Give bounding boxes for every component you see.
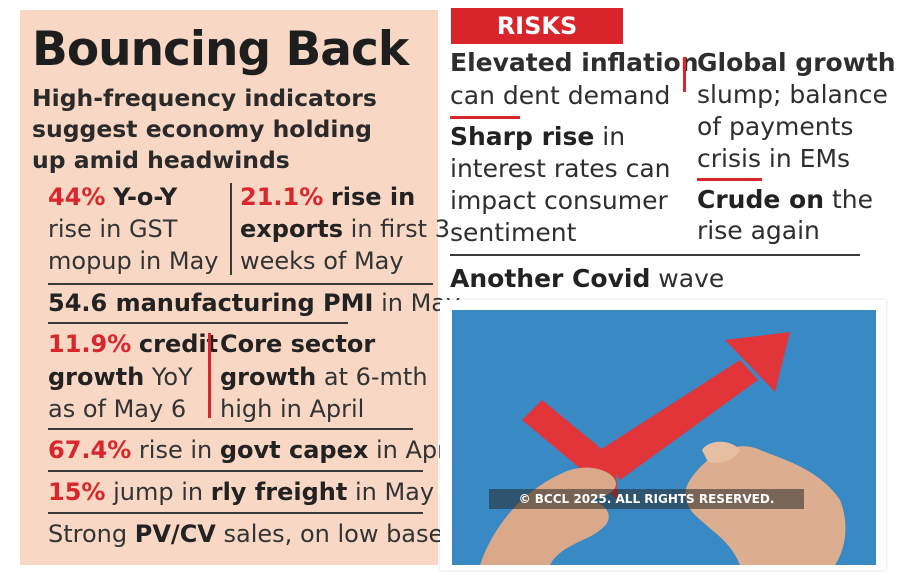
capex-indicator: 67.4% rise in govt capex in Apr [48,434,447,466]
covid-indicator: Another Covid wave [450,263,724,295]
divider-3 [48,428,413,430]
right-thumb [702,441,740,463]
core-growth: growth [220,363,317,391]
gst-line-3: mopup in May [48,247,219,275]
freight-indicator: 15% jump in rly freight in May [48,476,434,508]
freight-mid: jump in [113,478,204,506]
arrow-shaft [600,360,758,480]
core-line-3: high in April [220,395,365,423]
subtitle-line-2: suggest economy holding [32,115,372,143]
arrow-photo [440,300,886,570]
credit-tail: YoY [151,363,193,391]
inflation-label: Elevated inflation [450,48,699,77]
divider-1 [48,283,433,285]
credit-growth: growth [48,363,145,391]
risk-vertical-divider [683,57,686,92]
credit-label: credit [138,330,219,358]
risk-divider-red-2 [697,178,762,181]
credit-value: 11.9% [48,330,132,358]
divider-vertical-2 [208,333,211,418]
divider-5 [48,512,423,514]
indicators-panel [20,10,438,565]
inflation-line-2: can dent demand [450,81,671,110]
subtitle-line-1: High-frequency indicators [32,84,377,112]
freight-tail: in May [354,478,435,506]
global-line-4: crisis in EMs [697,144,851,173]
rates-line-4: sentiment [450,218,577,247]
risk-divider [450,254,860,256]
rates-line-2: interest rates can [450,154,671,183]
gst-indicator: 44% Y-o-Y [48,181,177,213]
exports-tail: in first 3 [350,215,450,243]
copyright-watermark: © BCCL 2025. ALL RIGHTS RESERVED. [489,489,804,509]
risks-ahead-badge: RISKS AHEAD [451,8,623,76]
pmi-indicator: 54.6 manufacturing PMI in May [48,287,460,319]
crude-indicator: Crude on the [697,184,873,216]
exports-after: rise in [330,183,416,211]
exports-line-3: weeks of May [240,247,404,275]
gst-label: Y-o-Y [113,183,178,211]
freight-value: 15% [48,478,106,506]
credit-line-2: growth YoY [48,361,193,393]
arrow-illustration [452,310,876,565]
pv-indicator: Strong PV/CV sales, on low base [48,518,443,550]
arrow-head [725,332,790,392]
gst-line-2: rise in GST [48,215,178,243]
global-label: Global growth [697,48,896,77]
divider-vertical-1 [230,183,232,275]
global-line-2: slump; balance [697,80,888,109]
crude-tail: the [831,185,873,214]
rates-label: Sharp rise [450,122,595,151]
pv-pre: Strong [48,520,128,548]
subtitle-line-3: up amid headwinds [32,146,290,174]
core-label: Core sector [220,330,376,358]
divider-4 [48,470,423,472]
capex-tail: in Apr [376,436,448,464]
pv-label: PV/CV [134,520,216,548]
rates-line-3: impact consumer [450,186,668,215]
credit-indicator: 11.9% credit [48,328,218,360]
rates-tail: in [602,122,626,151]
gst-value: 44% [48,183,106,211]
core-tail: at 6-mth [323,363,428,391]
core-line-2: growth at 6-mth [220,361,428,393]
capex-label: govt capex [219,436,369,464]
pv-tail: sales, on low base [223,520,444,548]
crude-line-2: rise again [697,216,820,245]
divider-2 [48,322,348,324]
pmi-label: 54.6 manufacturing PMI [48,289,374,317]
exports-value: 21.1% [240,183,324,211]
capex-value: 67.4% [48,436,132,464]
page-title: Bouncing Back [32,22,409,77]
rates-indicator: Sharp rise in [450,121,625,153]
risk-divider-red [450,116,520,119]
exports-line-2: exports in first 3 [240,213,450,245]
covid-tail: wave [658,264,725,293]
exports-indicator: 21.1% rise in [240,181,415,213]
crude-label: Crude on [697,185,825,214]
global-line-3: of payments [697,112,854,141]
freight-label: rly freight [210,478,348,506]
covid-label: Another Covid [450,264,651,293]
capex-mid: rise in [138,436,213,464]
exports-label: exports [240,215,344,243]
credit-line-3: as of May 6 [48,395,187,423]
